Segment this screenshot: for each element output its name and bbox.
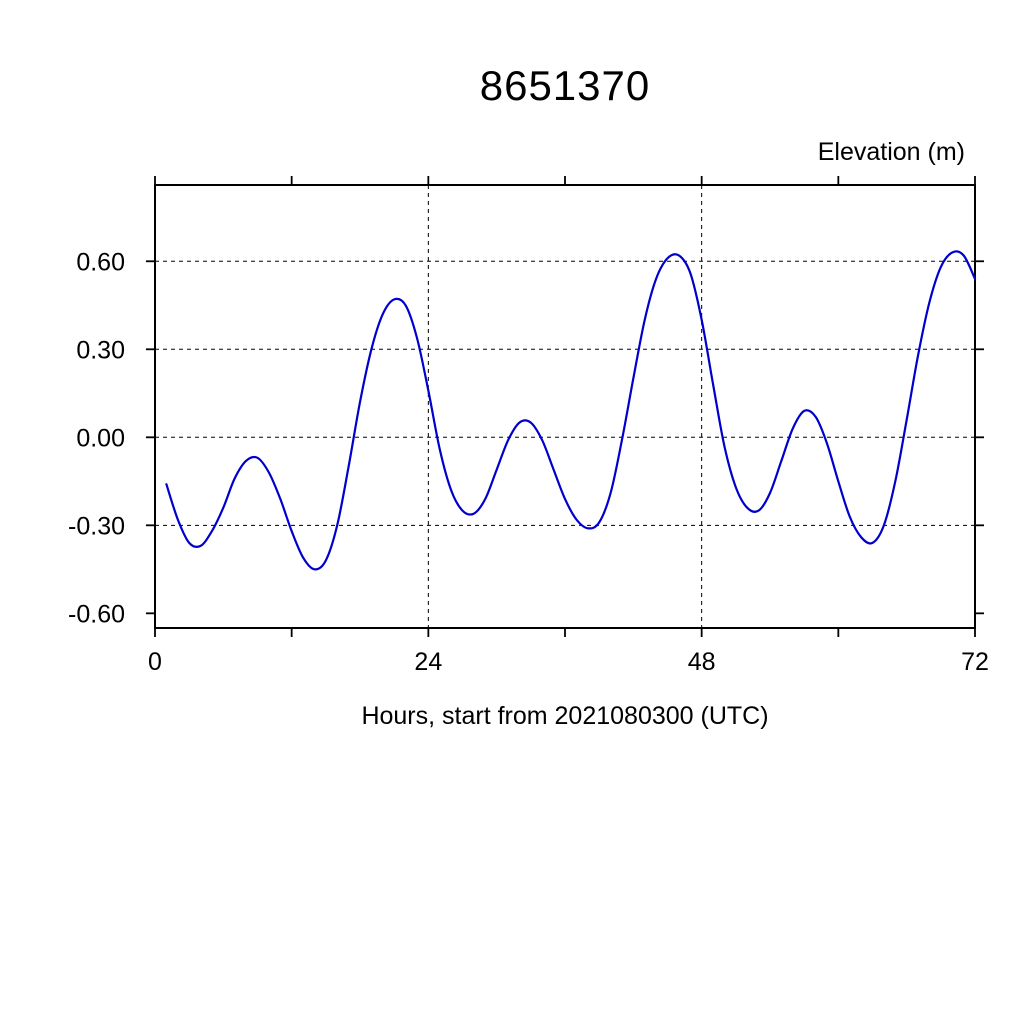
x-tick-label: 24 [414, 648, 442, 676]
y-axis-title: Elevation (m) [817, 138, 965, 166]
y-tick-label: 0.30 [76, 336, 125, 364]
chart-title: 8651370 [479, 62, 651, 109]
y-tick-label: -0.60 [68, 600, 125, 628]
x-tick-label: 72 [961, 648, 989, 676]
y-tick-label: 0.00 [76, 424, 125, 452]
x-tick-label: 0 [148, 648, 162, 676]
elevation-line [165, 250, 977, 571]
x-tick-label: 48 [688, 648, 716, 676]
plot-frame [154, 184, 976, 629]
y-tick-label: 0.60 [76, 248, 125, 276]
x-axis-title: Hours, start from 2021080300 (UTC) [361, 702, 769, 730]
y-tick-label: -0.30 [68, 512, 125, 540]
